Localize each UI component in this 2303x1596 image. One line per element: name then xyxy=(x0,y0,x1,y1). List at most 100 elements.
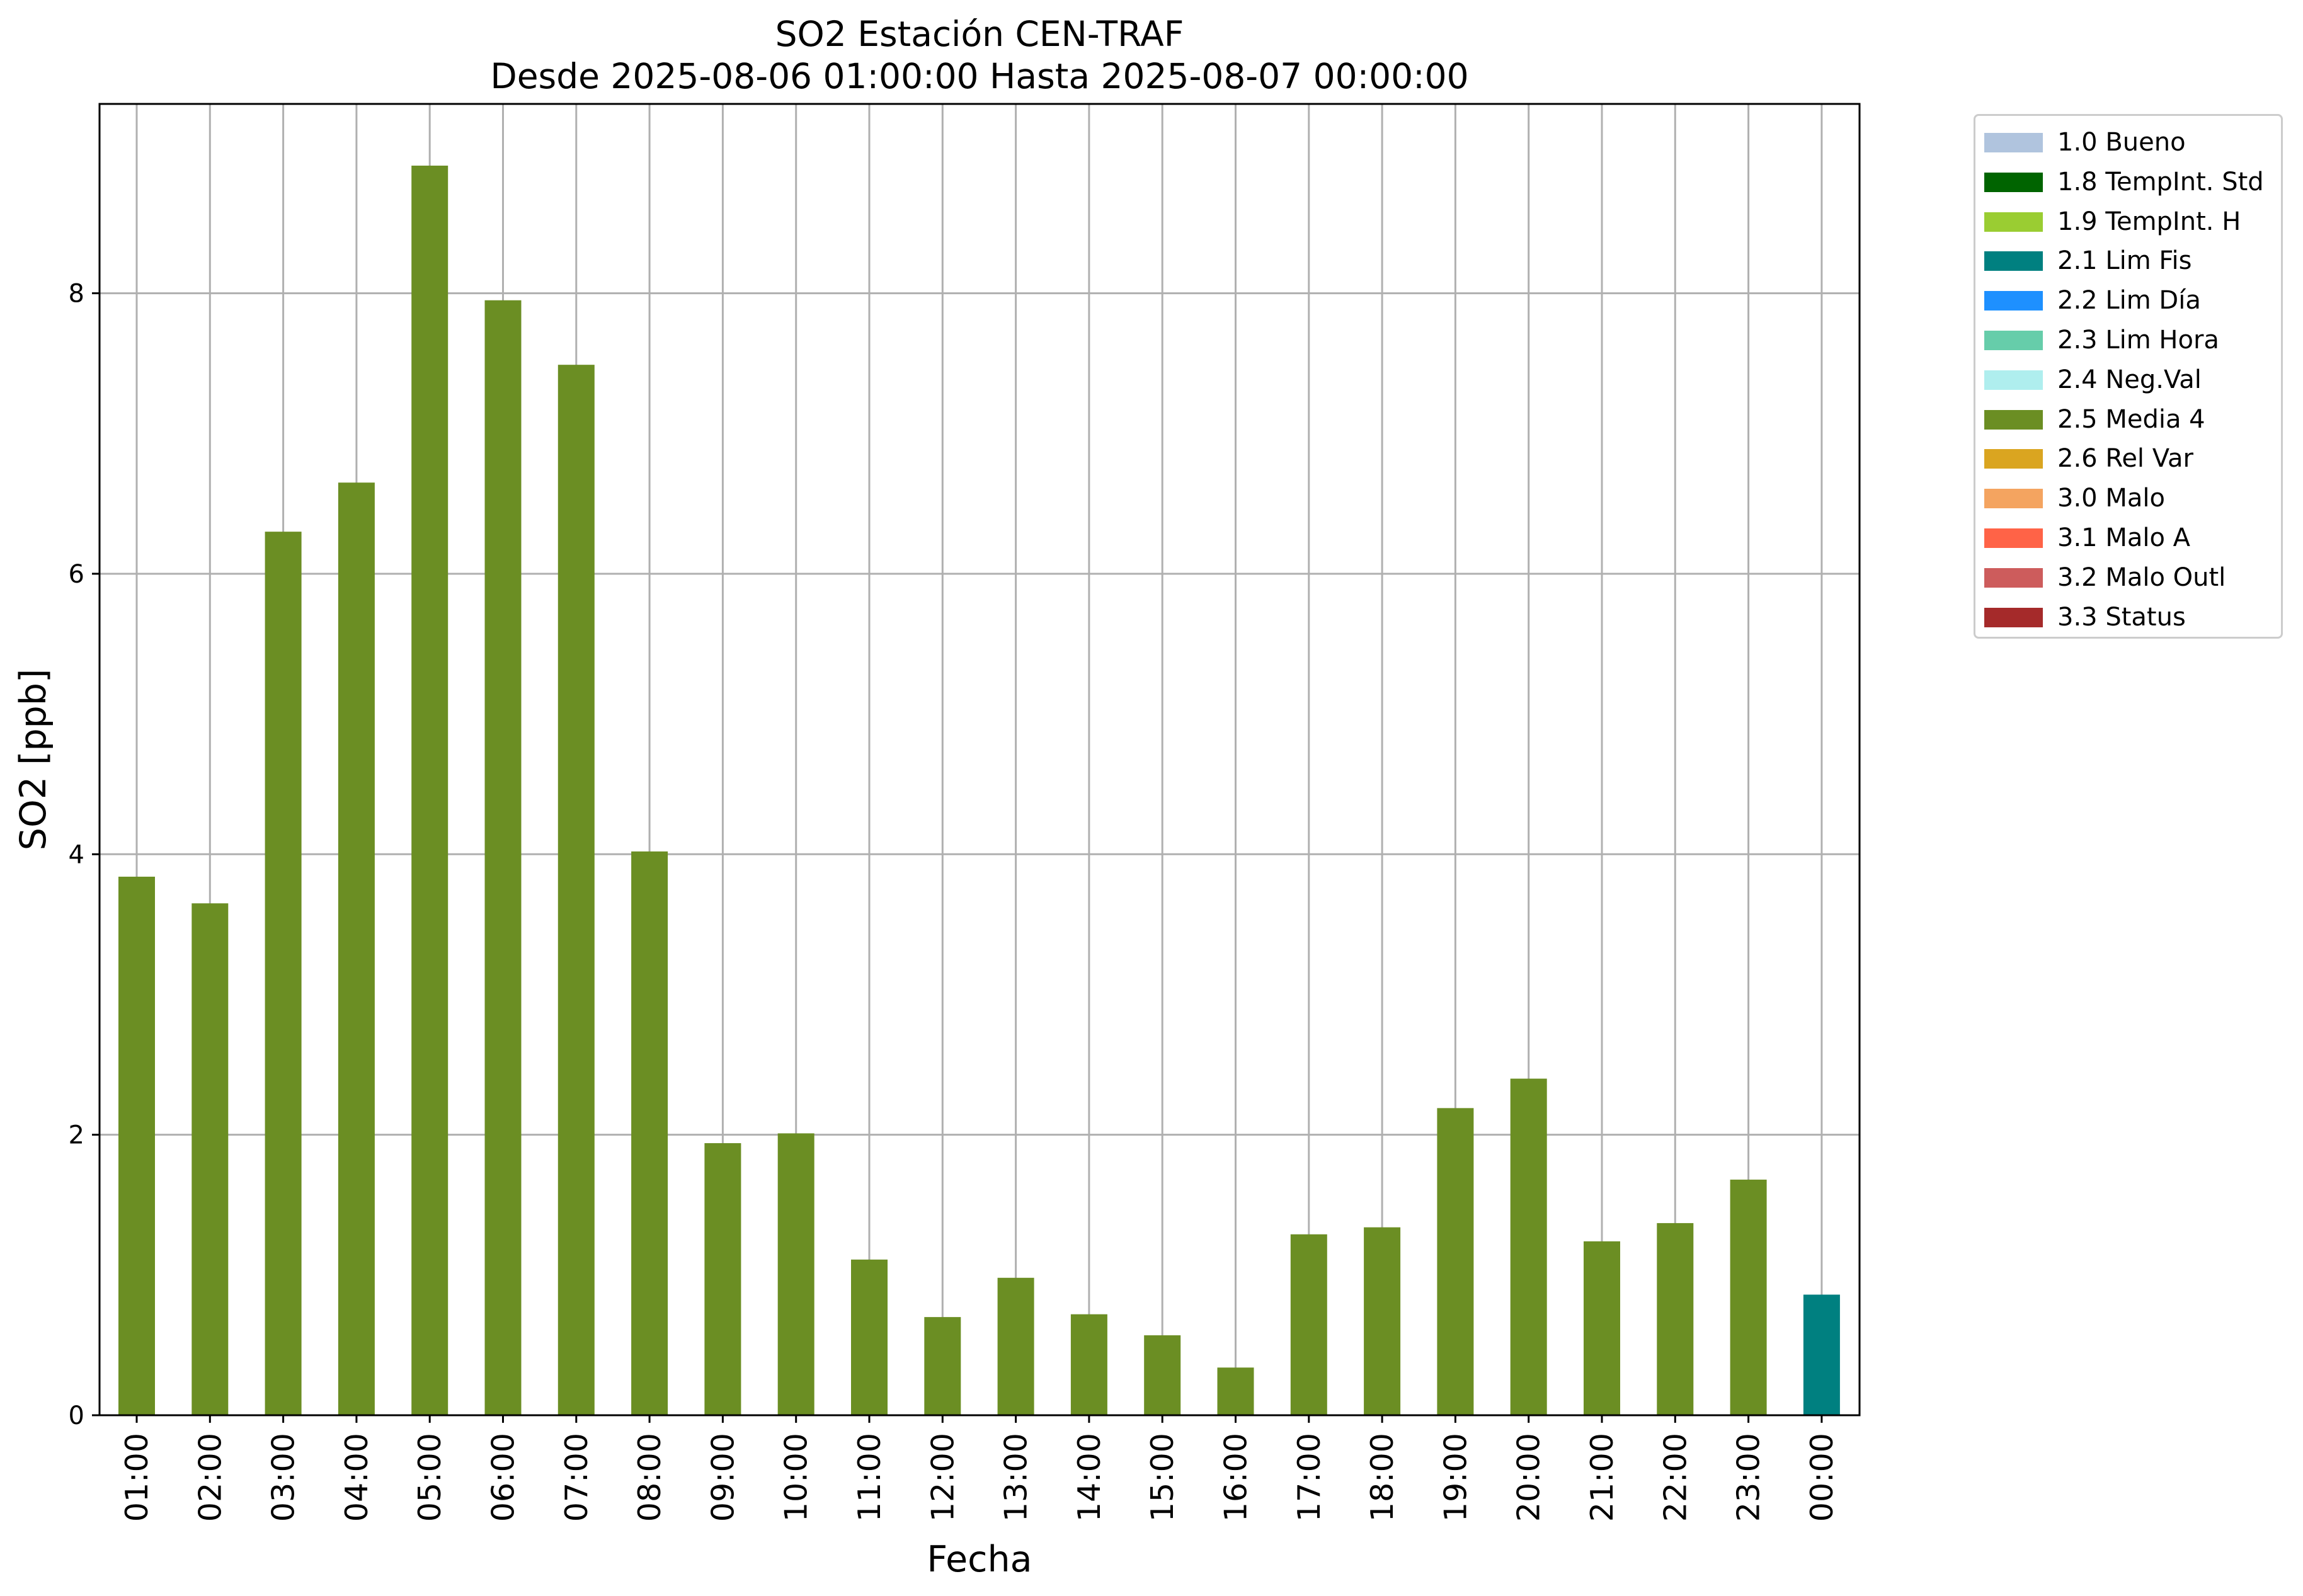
legend-item: 2.5 Media 4 xyxy=(1975,399,2281,439)
y-axis-ticks: 0 2 4 6 8 xyxy=(69,280,100,1430)
x-tick-label: 06:00 xyxy=(486,1433,522,1522)
legend-label: 2.2 Lim Día xyxy=(2057,286,2201,316)
legend-swatch xyxy=(1984,133,2043,152)
y-tick-label: 6 xyxy=(69,560,84,589)
bar-0100 xyxy=(118,876,155,1415)
x-axis-label: Fecha xyxy=(927,1539,1032,1580)
plot-frame xyxy=(98,103,1861,1416)
x-tick-label: 07:00 xyxy=(559,1433,595,1522)
legend-item: 2.4 Neg.Val xyxy=(1975,360,2281,399)
legend-swatch xyxy=(1984,172,2043,192)
x-tick-label: 11:00 xyxy=(852,1433,888,1522)
legend-swatch xyxy=(1984,251,2043,271)
bar-0800 xyxy=(631,851,668,1415)
legend-label: 1.9 TempInt. H xyxy=(2057,207,2241,236)
x-tick-label: 16:00 xyxy=(1218,1433,1254,1522)
legend-swatch xyxy=(1984,489,2043,509)
legend: 1.0 Bueno 1.8 TempInt. Std 1.9 TempInt. H 2… xyxy=(1974,114,2283,639)
legend-item: 2.3 Lim Hora xyxy=(1975,320,2281,360)
legend-swatch xyxy=(1984,567,2043,588)
bar-0600 xyxy=(484,300,522,1416)
legend-swatch xyxy=(1984,607,2043,627)
legend-label: 3.0 Malo xyxy=(2057,484,2165,513)
legend-label: 3.1 Malo A xyxy=(2057,523,2191,552)
bar-1000 xyxy=(777,1133,814,1415)
bar-2300 xyxy=(1730,1179,1767,1415)
legend-swatch xyxy=(1984,409,2043,430)
legend-swatch xyxy=(1984,212,2043,232)
x-tick-label: 10:00 xyxy=(779,1433,814,1522)
y-tick-label: 4 xyxy=(69,840,84,869)
legend-item: 3.2 Malo Outl xyxy=(1975,557,2281,597)
legend-label: 2.6 Rel Var xyxy=(2057,444,2193,474)
bars-group xyxy=(118,165,1840,1416)
x-tick-label: 04:00 xyxy=(339,1433,375,1522)
legend-swatch xyxy=(1984,330,2043,350)
legend-item: 3.1 Malo A xyxy=(1975,518,2281,557)
legend-label: 1.0 Bueno xyxy=(2057,128,2186,157)
x-tick-label: 09:00 xyxy=(705,1433,741,1522)
x-tick-label: 13:00 xyxy=(998,1433,1034,1522)
legend-label: 2.3 Lim Hora xyxy=(2057,325,2219,355)
chart-title: SO2 Estación CEN-TRAF xyxy=(775,14,1184,54)
legend-label: 3.2 Malo Outl xyxy=(2057,562,2226,592)
x-tick-label: 23:00 xyxy=(1731,1433,1767,1522)
x-tick-label: 22:00 xyxy=(1657,1433,1693,1522)
legend-item: 2.6 Rel Var xyxy=(1975,438,2281,478)
x-tick-label: 17:00 xyxy=(1291,1433,1327,1522)
legend-swatch xyxy=(1984,449,2043,469)
bar-0200 xyxy=(191,903,229,1415)
bar-2000 xyxy=(1510,1078,1547,1415)
bar-0700 xyxy=(557,365,595,1415)
x-tick-label: 01:00 xyxy=(119,1433,155,1522)
bar-1900 xyxy=(1437,1108,1474,1415)
legend-label: 2.1 Lim Fis xyxy=(2057,246,2192,276)
x-tick-label: 12:00 xyxy=(925,1433,961,1522)
legend-item: 1.8 TempInt. Std xyxy=(1975,162,2281,202)
legend-item: 1.9 TempInt. H xyxy=(1975,202,2281,241)
x-tick-label: 14:00 xyxy=(1071,1433,1107,1522)
x-tick-label: 21:00 xyxy=(1584,1433,1620,1522)
bar-1400 xyxy=(1070,1314,1107,1415)
bar-2100 xyxy=(1584,1241,1620,1415)
legend-label: 2.5 Media 4 xyxy=(2057,404,2205,434)
bar-0300 xyxy=(265,532,302,1416)
bar-1200 xyxy=(924,1317,961,1415)
legend-label: 2.4 Neg.Val xyxy=(2057,365,2202,394)
x-tick-label: 02:00 xyxy=(192,1433,228,1522)
bar-1300 xyxy=(997,1277,1034,1415)
legend-item: 3.0 Malo xyxy=(1975,478,2281,518)
x-tick-label: 15:00 xyxy=(1145,1433,1180,1522)
y-tick-label: 0 xyxy=(69,1401,84,1430)
bar-1600 xyxy=(1217,1367,1254,1415)
y-tick-label: 8 xyxy=(69,280,84,309)
chart-subtitle: Desde 2025-08-06 01:00:00 Hasta 2025-08-… xyxy=(490,56,1468,96)
x-tick-label: 03:00 xyxy=(266,1433,302,1522)
legend-item: 3.3 Status xyxy=(1975,597,2281,637)
y-axis-label: SO2 [ppb] xyxy=(13,669,54,850)
legend-item: 2.2 Lim Día xyxy=(1975,280,2281,320)
x-tick-label: 05:00 xyxy=(412,1433,448,1522)
bar-0400 xyxy=(338,482,375,1415)
legend-item: 1.0 Bueno xyxy=(1975,122,2281,162)
x-tick-label: 00:00 xyxy=(1804,1433,1840,1522)
bar-0500 xyxy=(411,165,449,1416)
legend-swatch xyxy=(1984,370,2043,390)
x-tick-label: 20:00 xyxy=(1511,1433,1547,1522)
y-tick-label: 2 xyxy=(69,1121,84,1150)
bar-0900 xyxy=(704,1143,741,1415)
x-tick-label: 08:00 xyxy=(632,1433,668,1522)
legend-swatch xyxy=(1984,291,2043,311)
bar-1500 xyxy=(1144,1335,1181,1415)
legend-swatch xyxy=(1984,528,2043,548)
bar-0000 xyxy=(1803,1294,1840,1415)
bar-1100 xyxy=(851,1259,888,1415)
x-axis-ticks: 01:00 02:00 03:00 04:00 05:00 06:00 07:00 08:00… xyxy=(119,1415,1840,1522)
legend-item: 2.1 Lim Fis xyxy=(1975,241,2281,280)
bar-1700 xyxy=(1290,1234,1327,1415)
legend-label: 3.3 Status xyxy=(2057,602,2186,632)
bar-1800 xyxy=(1364,1227,1401,1415)
legend-label: 1.8 TempInt. Std xyxy=(2057,167,2264,197)
x-tick-label: 18:00 xyxy=(1364,1433,1400,1522)
